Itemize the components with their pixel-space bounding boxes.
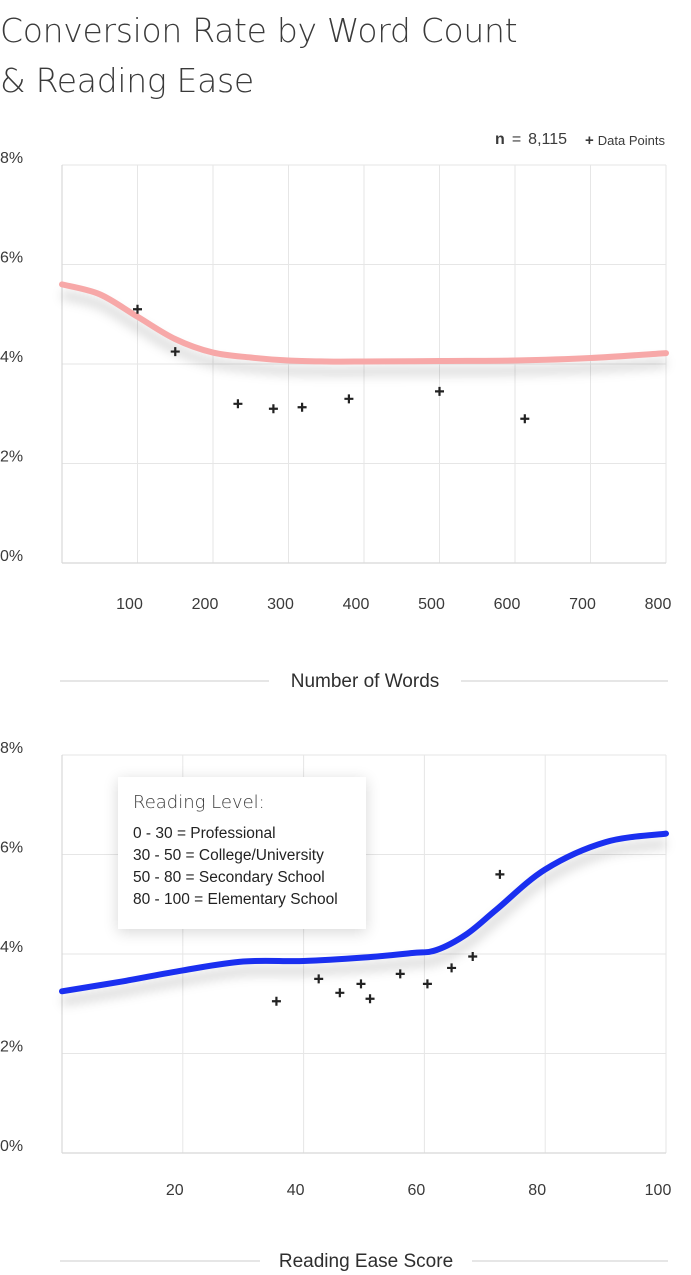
data-point <box>271 996 281 1006</box>
x-tick-label: 200 <box>192 596 219 613</box>
x-tick-label: 20 <box>166 1182 184 1199</box>
data-point <box>495 869 505 879</box>
word-count-chart: 0% 2% 4% 6% 8% 100 200 300 400 500 600 700 800 Number… <box>0 150 672 692</box>
data-point <box>170 347 180 357</box>
data-point <box>447 963 457 973</box>
trend-line <box>59 281 669 365</box>
data-points-label: Data Points <box>597 132 665 148</box>
x-tick-label: 40 <box>287 1182 305 1199</box>
trend-line-shadow <box>60 289 667 377</box>
y-tick-label: 6% <box>0 250 23 267</box>
x-tick-label: 700 <box>569 596 596 613</box>
reading-level-item: 80 - 100 = Elementary School <box>133 891 338 908</box>
n-value: 8,115 <box>528 131 568 148</box>
trend-line-shadow <box>61 838 667 1007</box>
x-tick-label: 400 <box>343 596 370 613</box>
data-point <box>520 414 530 424</box>
y-tick-label: 4% <box>0 939 23 956</box>
data-point-marker-icon: + <box>585 131 594 149</box>
data-point <box>335 988 345 998</box>
data-point <box>233 399 243 409</box>
x-tick-label: 300 <box>267 596 294 613</box>
data-point <box>297 402 307 412</box>
x-tick-label: 60 <box>408 1182 426 1199</box>
trend-line <box>59 830 669 995</box>
x-tick-label: 800 <box>645 596 672 613</box>
reading-level-item: 30 - 50 = College/University <box>133 847 324 864</box>
data-point <box>422 979 432 989</box>
y-tick-label: 2% <box>0 449 23 466</box>
n-symbol: n <box>495 131 505 148</box>
n-equals: = <box>511 131 522 148</box>
reading-level-title: Reading Level: <box>133 792 265 813</box>
y-tick-label: 2% <box>0 1039 23 1056</box>
page-title: Conversion Rate by Word Count & Reading … <box>0 6 560 106</box>
data-point <box>133 304 142 314</box>
data-point <box>314 974 324 984</box>
x-axis-title: Reading Ease Score <box>279 1251 453 1272</box>
reading-level-item: 0 - 30 = Professional <box>133 825 276 842</box>
y-tick-label: 8% <box>0 150 23 167</box>
data-point <box>365 994 375 1004</box>
data-point <box>356 979 366 989</box>
x-axis-title: Number of Words <box>291 671 440 692</box>
x-tick-label: 500 <box>418 596 445 613</box>
y-tick-label: 0% <box>0 548 23 565</box>
y-tick-label: 4% <box>0 349 23 366</box>
x-tick-label: 80 <box>528 1182 546 1199</box>
data-point <box>344 394 354 404</box>
title-line-2: & Reading Ease <box>0 61 254 100</box>
title-line-1: Conversion Rate by Word Count <box>0 11 518 50</box>
y-tick-label: 0% <box>0 1138 23 1155</box>
x-tick-label: 100 <box>645 1182 672 1199</box>
data-point <box>468 951 478 961</box>
data-point <box>395 969 405 979</box>
data-point <box>268 404 278 414</box>
x-tick-label: 100 <box>116 596 143 613</box>
y-tick-label: 8% <box>0 740 23 757</box>
reading-level-legend: Reading Level: 0 - 30 = Professional 30 … <box>118 777 366 929</box>
reading-ease-chart: 0% 2% 4% 6% 8% 20 40 60 80 100 Reading Ease Score <box>0 740 672 1272</box>
y-tick-label: 6% <box>0 840 23 857</box>
reading-level-item: 50 - 80 = Secondary School <box>133 869 325 886</box>
sample-size-legend: n = 8,115 + Data Points <box>495 131 665 149</box>
x-tick-label: 600 <box>494 596 521 613</box>
data-point <box>435 386 444 396</box>
